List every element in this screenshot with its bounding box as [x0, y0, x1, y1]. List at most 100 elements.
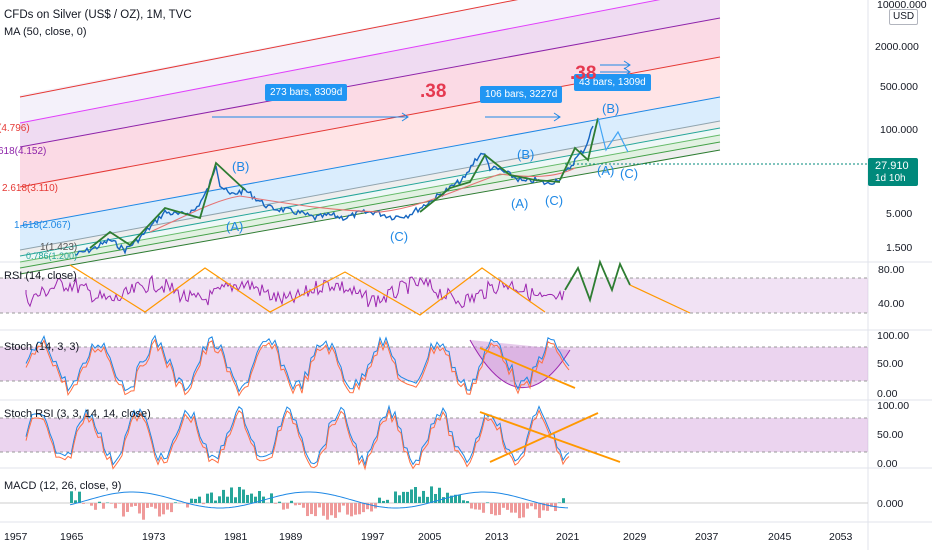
- macd-histogram-bar: [550, 503, 553, 507]
- macd-histogram-bar: [242, 489, 245, 503]
- wave-label-a-2015[interactable]: (A): [511, 196, 529, 211]
- macd-histogram-bar: [250, 493, 253, 503]
- rsi-tick-40: 40.00: [878, 298, 905, 310]
- macd-histogram-bar: [138, 503, 141, 514]
- macd-histogram-bar: [502, 503, 505, 508]
- fib-band: [20, 135, 720, 268]
- time-tick-1957: 1957: [4, 531, 28, 543]
- macd-histogram-bar: [198, 496, 201, 503]
- fib-band: [20, 121, 720, 256]
- macd-histogram-bar: [134, 503, 137, 506]
- fib-level-line: [19, 127, 721, 257]
- ma-indicator-title[interactable]: MA (50, close, 0): [4, 26, 87, 38]
- arrow-head: [623, 60, 631, 70]
- wave-label-c-2001[interactable]: (C): [390, 229, 409, 244]
- macd-histogram-bar: [234, 497, 237, 503]
- macd-histogram-bar: [402, 491, 405, 503]
- macd-histogram-bar: [466, 501, 469, 503]
- fib-level-line: [19, 141, 721, 269]
- wave-label-c-2018[interactable]: (C): [545, 193, 564, 208]
- macd-histogram-bar: [470, 503, 473, 509]
- price-tick-2000: 2000.000: [875, 41, 919, 53]
- time-tick-1965: 1965: [60, 531, 84, 543]
- fib-ratio-label-1[interactable]: .38: [420, 81, 447, 102]
- rsi-projection-wave: [564, 259, 631, 303]
- stoch-rsi-pane-title[interactable]: Stoch RSI (3, 3, 14, 14, close): [4, 408, 151, 420]
- rsi-pane-title[interactable]: RSI (14, close): [4, 270, 77, 282]
- date-range-box-1[interactable]: 273 bars, 8309d: [265, 84, 348, 101]
- wave-label-c-projection[interactable]: (C): [620, 166, 639, 181]
- stoch-k-line: [25, 334, 570, 393]
- rsi-tick-80: 80.00: [878, 264, 905, 276]
- fib-level-line: [19, 17, 721, 148]
- macd-histogram-bar: [514, 503, 517, 513]
- fib-level-line: [19, 120, 721, 251]
- macd-histogram-bar: [314, 503, 317, 517]
- fib-level-line: [19, 96, 721, 227]
- macd-histogram-bar: [406, 491, 409, 503]
- macd-histogram-bar: [474, 503, 477, 510]
- macd-histogram-bar: [450, 495, 453, 503]
- wave-label-a-1980[interactable]: (A): [226, 219, 244, 234]
- time-tick-1973: 1973: [142, 531, 166, 543]
- rsi-band: [0, 278, 868, 313]
- macd-histogram-bar: [290, 500, 293, 503]
- macd-histogram-bar: [538, 503, 541, 518]
- macd-histogram-bar: [410, 489, 413, 503]
- fib-label-4152: 618(4.152): [0, 146, 47, 157]
- date-range-box-3[interactable]: 43 bars, 1309d: [574, 74, 651, 91]
- rsi-trend-line: [629, 284, 691, 314]
- macd-histogram-bar: [442, 497, 445, 503]
- price-tick-500: 500.000: [880, 81, 918, 93]
- wave-label-a-projection[interactable]: (A): [597, 163, 615, 178]
- fib-level-line: [19, 0, 661, 124]
- wave-label-b-projection[interactable]: (B): [602, 101, 620, 116]
- macd-histogram-bar: [226, 496, 229, 503]
- macd-histogram-bar: [222, 489, 225, 503]
- macd-histogram-bar: [498, 503, 501, 515]
- macd-histogram-bar: [310, 503, 313, 515]
- macd-histogram-bar: [322, 503, 325, 516]
- fib-ratio-label-2[interactable]: .38: [570, 63, 597, 84]
- macd-histogram-bar: [370, 503, 373, 512]
- macd-histogram-bar: [534, 503, 537, 510]
- macd-histogram-bar: [562, 498, 565, 503]
- stoch-tick-100: 100.00: [877, 330, 910, 342]
- symbol-title[interactable]: CFDs on Silver (US$ / OZ), 1M, TVC: [4, 9, 192, 21]
- macd-histogram-bar: [282, 503, 285, 510]
- macd-histogram-bar: [438, 487, 441, 503]
- stoch-tick-50: 50.00: [877, 358, 904, 370]
- currency-badge[interactable]: USD: [889, 9, 919, 25]
- date-range-box-2[interactable]: 106 bars, 3227d: [480, 86, 563, 103]
- macd-histogram-bar: [486, 502, 489, 503]
- macd-pane-title[interactable]: MACD (12, 26, close, 9): [4, 480, 122, 492]
- macd-histogram-bar: [90, 503, 93, 506]
- macd-histogram-bar: [254, 496, 257, 503]
- price-tick-1-5: 1.500: [886, 242, 913, 254]
- last-price-tag[interactable]: 27.910 1d 10h: [868, 158, 918, 186]
- time-axis[interactable]: 1957 1965 1973 1981 1989 1997 2005 2013 2021 2029…: [0, 522, 870, 550]
- macd-histogram-bar: [418, 496, 421, 503]
- elliott-wave-line: [89, 161, 246, 249]
- fib-band: [20, 18, 720, 187]
- fib-label-1423: 1(1.423): [40, 242, 78, 253]
- wave-label-b-1980[interactable]: (B): [232, 159, 250, 174]
- macd-histogram-bar: [382, 500, 385, 503]
- macd-histogram-bar: [530, 503, 533, 507]
- price-tick-5: 5.000: [886, 208, 913, 220]
- macd-histogram-bar: [490, 503, 493, 515]
- stoch-pane-title[interactable]: Stoch (14, 3, 3): [4, 341, 80, 353]
- macd-histogram-bar: [74, 500, 77, 503]
- time-tick-2029: 2029: [623, 531, 647, 543]
- stoch-d-line: [25, 338, 570, 397]
- wave-label-b-2015[interactable]: (B): [517, 147, 535, 162]
- macd-histogram-bar: [546, 503, 549, 511]
- macd-histogram-bar: [338, 503, 341, 513]
- macd-histogram-bar: [386, 499, 389, 503]
- macd-histogram-bar: [94, 503, 97, 510]
- time-tick-2045: 2045: [768, 531, 792, 543]
- macd-histogram-bar: [174, 502, 177, 503]
- macd-histogram-bar: [114, 503, 117, 509]
